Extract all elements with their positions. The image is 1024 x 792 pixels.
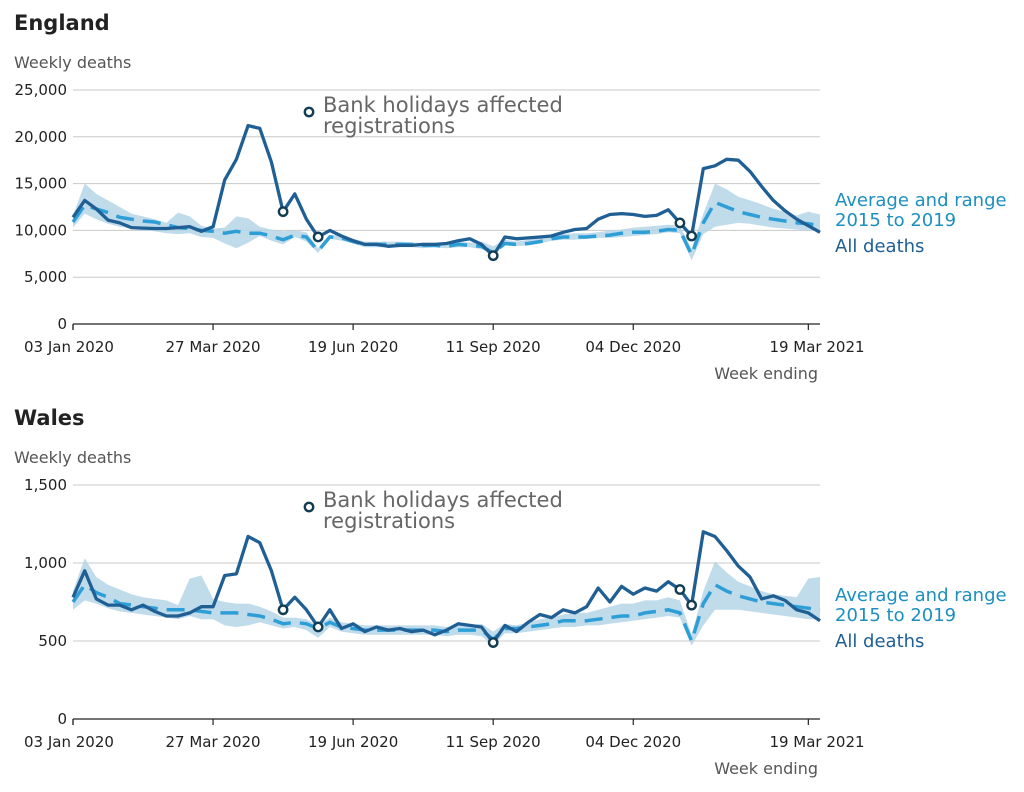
x-tick-label: 04 Dec 2020: [585, 338, 681, 356]
x-tick-label: 19 Mar 2021: [769, 733, 864, 751]
series-label-all-deaths: All deaths: [835, 631, 924, 652]
bank-holiday-point: [277, 206, 289, 218]
series-line-all-deaths: [71, 530, 821, 645]
x-tick-label: 19 Jun 2020: [308, 733, 398, 751]
chart-panel-wales: Wales Weekly deaths 0 500 1,000 1,500 03 Jan 2…: [14, 406, 1007, 778]
y-tick-label: 1,000: [24, 554, 67, 572]
x-tick-label: 19 Jun 2020: [308, 338, 398, 356]
range-band-2015-2019: [73, 558, 820, 646]
x-tick-label: 03 Jan 2020: [24, 338, 114, 356]
y-tick-label: 25,000: [15, 81, 68, 99]
bank-holiday-point: [686, 230, 698, 242]
x-tick-label: 27 Mar 2020: [166, 733, 261, 751]
x-tick-label: 11 Sep 2020: [446, 338, 541, 356]
x-tick-label: 27 Mar 2020: [166, 338, 261, 356]
chart-title: Wales: [14, 406, 85, 430]
bank-holiday-point: [686, 599, 698, 611]
x-axis-label: Week ending: [714, 759, 818, 778]
chart-panel-england: England Weekly deaths 0 5,000 10,000 15,000 20…: [14, 11, 1007, 383]
range-band-2015-2019: [73, 183, 820, 261]
y-tick-label: 15,000: [15, 175, 68, 193]
x-tick-label: 03 Jan 2020: [24, 733, 114, 751]
bank-holiday-point: [674, 584, 686, 595]
y-axis-label: Weekly deaths: [14, 448, 131, 467]
series-label-average: Average and range 2015 to 2019: [835, 585, 1007, 626]
annotation-text: Bank holidays affected registrations: [323, 488, 563, 533]
chart-title: England: [14, 11, 110, 35]
bank-holiday-point: [312, 621, 324, 633]
annotation-text: Bank holidays affected registrations: [323, 93, 563, 138]
bank-holiday-point: [312, 231, 324, 243]
y-tick-label: 20,000: [15, 128, 68, 146]
x-tick-label: 11 Sep 2020: [446, 733, 541, 751]
series-line-all-deaths: [71, 123, 821, 258]
y-tick-label: 10,000: [15, 221, 68, 239]
annotation-marker: [303, 501, 315, 513]
series-label-average: Average and range 2015 to 2019: [835, 190, 1007, 231]
y-axis-label: Weekly deaths: [14, 53, 131, 72]
x-tick-label: 19 Mar 2021: [769, 338, 864, 356]
annotation-marker: [303, 106, 315, 118]
y-tick-label: 5,000: [24, 268, 67, 286]
y-tick-label: 0: [57, 315, 67, 333]
y-tick-label: 0: [57, 710, 67, 728]
bank-holiday-point: [277, 604, 289, 616]
bank-holiday-point: [487, 250, 499, 262]
bank-holiday-point: [674, 217, 686, 229]
series-label-all-deaths: All deaths: [835, 236, 924, 257]
y-tick-label: 1,500: [24, 476, 67, 494]
x-axis-label: Week ending: [714, 364, 818, 383]
bank-holiday-point: [487, 637, 499, 648]
x-tick-label: 04 Dec 2020: [585, 733, 681, 751]
y-tick-label: 500: [38, 632, 67, 650]
